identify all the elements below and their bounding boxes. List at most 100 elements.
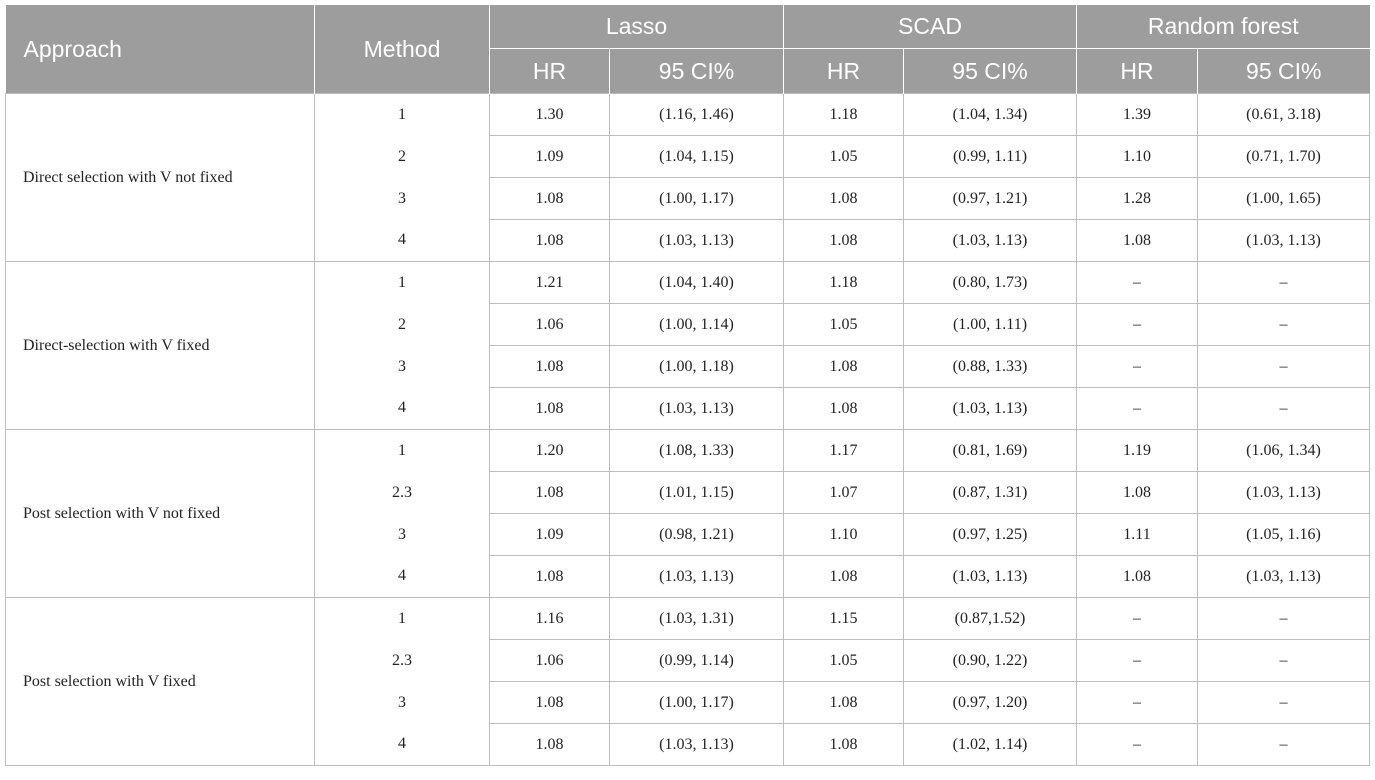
lasso-ci-cell: (1.03, 1.13) bbox=[609, 555, 784, 598]
scad-ci-cell: (0.81, 1.69) bbox=[903, 429, 1077, 472]
scad-hr-cell: 1.18 bbox=[783, 261, 904, 304]
lasso-hr-cell: 1.08 bbox=[489, 387, 610, 430]
lasso-hr-cell: 1.08 bbox=[489, 177, 610, 220]
lasso-hr-cell: 1.30 bbox=[489, 93, 610, 136]
scad-ci-cell: (0.87, 1.31) bbox=[903, 471, 1077, 514]
method-cell: 2.3 bbox=[314, 639, 490, 682]
method-cell: 4 bbox=[314, 723, 490, 766]
rf-hr-cell: 1.08 bbox=[1076, 219, 1198, 262]
lasso-ci-cell: (1.00, 1.17) bbox=[609, 177, 784, 220]
lasso-ci-cell: (1.04, 1.40) bbox=[609, 261, 784, 304]
scad-ci-cell: (0.87,1.52) bbox=[903, 597, 1077, 640]
table-header: Approach Method Lasso SCAD Random forest… bbox=[5, 5, 1370, 94]
scad-hr-cell: 1.10 bbox=[783, 513, 904, 556]
rf-ci-cell: – bbox=[1196, 345, 1371, 388]
lasso-hr-cell: 1.09 bbox=[489, 513, 610, 556]
lasso-ci-cell: (1.16, 1.46) bbox=[609, 93, 784, 136]
lasso-hr-cell: 1.08 bbox=[489, 471, 610, 514]
table-row: 3 1.08 (1.00, 1.17) 1.08 (0.97, 1.21) 1.28 (1.… bbox=[6, 177, 1371, 220]
lasso-ci-cell: (1.04, 1.15) bbox=[609, 135, 784, 178]
scad-hr-cell: 1.05 bbox=[783, 639, 904, 682]
scad-hr-cell: 1.08 bbox=[783, 219, 904, 262]
scad-ci-cell: (1.02, 1.14) bbox=[903, 723, 1077, 766]
rf-ci-cell: – bbox=[1196, 597, 1371, 640]
scad-hr-cell: 1.18 bbox=[783, 93, 904, 136]
scad-ci-cell: (1.00, 1.11) bbox=[903, 303, 1077, 346]
rf-hr-cell: – bbox=[1076, 387, 1198, 430]
lasso-ci-cell: (1.00, 1.14) bbox=[609, 303, 784, 346]
table-row: Direct selection with V not fixed 1 1.30 (1… bbox=[5, 93, 1371, 262]
method-cell: 3 bbox=[314, 177, 490, 220]
rf-hr-cell: 1.19 bbox=[1076, 429, 1198, 472]
scad-hr-cell: 1.08 bbox=[783, 723, 904, 766]
scad-ci-cell: (0.80, 1.73) bbox=[903, 261, 1077, 304]
scad-ci-cell: (1.03, 1.13) bbox=[903, 387, 1077, 430]
rf-hr-cell: 1.39 bbox=[1076, 93, 1198, 136]
scad-hr-cell: 1.05 bbox=[783, 303, 904, 346]
scad-ci-cell: (0.88, 1.33) bbox=[903, 345, 1077, 388]
lasso-hr-cell: 1.20 bbox=[489, 429, 610, 472]
header-scad-ci: 95 CI% bbox=[903, 48, 1077, 94]
method-cell: 3 bbox=[314, 513, 490, 556]
table-row: Post selection with V not fixed 1 1.20 (1.0… bbox=[5, 429, 1371, 598]
lasso-hr-cell: 1.08 bbox=[489, 681, 610, 724]
scad-hr-cell: 1.08 bbox=[783, 387, 904, 430]
scad-hr-cell: 1.08 bbox=[783, 345, 904, 388]
rf-ci-cell: – bbox=[1196, 261, 1371, 304]
method-cell: 4 bbox=[314, 387, 490, 430]
table-row: 4 1.08 (1.03, 1.13) 1.08 (1.03, 1.13) – – bbox=[6, 387, 1371, 430]
header-lasso: Lasso bbox=[489, 5, 784, 49]
table-row: 4 1.08 (1.03, 1.13) 1.08 (1.02, 1.14) – – bbox=[6, 723, 1371, 766]
header-lasso-hr: HR bbox=[489, 48, 610, 94]
method-cell: 1 bbox=[314, 597, 490, 640]
lasso-ci-cell: (1.03, 1.13) bbox=[609, 723, 784, 766]
lasso-hr-cell: 1.08 bbox=[489, 219, 610, 262]
scad-hr-cell: 1.07 bbox=[783, 471, 904, 514]
table-row: 2 1.06 (1.00, 1.14) 1.05 (1.00, 1.11) – – bbox=[6, 303, 1371, 346]
rf-ci-cell: – bbox=[1196, 681, 1371, 724]
rf-hr-cell: 1.11 bbox=[1076, 513, 1198, 556]
rf-hr-cell: – bbox=[1076, 681, 1198, 724]
scad-ci-cell: (0.99, 1.11) bbox=[903, 135, 1077, 178]
scad-ci-cell: (1.03, 1.13) bbox=[903, 555, 1077, 598]
lasso-hr-cell: 1.06 bbox=[489, 303, 610, 346]
method-cell: 4 bbox=[314, 219, 490, 262]
table-row: Direct-selection with V fixed 1 1.21 (1.04,… bbox=[5, 261, 1371, 430]
rf-hr-cell: – bbox=[1076, 639, 1198, 682]
table-row: 3 1.08 (1.00, 1.17) 1.08 (0.97, 1.20) – – bbox=[6, 681, 1371, 724]
method-cell: 3 bbox=[314, 345, 490, 388]
scad-ci-cell: (0.97, 1.20) bbox=[903, 681, 1077, 724]
scad-hr-cell: 1.17 bbox=[783, 429, 904, 472]
results-table: Approach Method Lasso SCAD Random forest… bbox=[5, 5, 1371, 766]
scad-hr-cell: 1.08 bbox=[783, 555, 904, 598]
lasso-ci-cell: (1.08, 1.33) bbox=[609, 429, 784, 472]
rf-hr-cell: – bbox=[1076, 303, 1198, 346]
scad-ci-cell: (0.90, 1.22) bbox=[903, 639, 1077, 682]
lasso-hr-cell: 1.16 bbox=[489, 597, 610, 640]
rf-ci-cell: (1.03, 1.13) bbox=[1196, 219, 1371, 262]
method-cell: 2 bbox=[314, 303, 490, 346]
rf-hr-cell: – bbox=[1076, 261, 1198, 304]
approach-cell: Direct-selection with V fixed bbox=[5, 261, 315, 430]
lasso-hr-cell: 1.06 bbox=[489, 639, 610, 682]
lasso-hr-cell: 1.08 bbox=[489, 555, 610, 598]
rf-ci-cell: – bbox=[1196, 303, 1371, 346]
header-approach: Approach bbox=[5, 5, 315, 94]
lasso-ci-cell: (1.01, 1.15) bbox=[609, 471, 784, 514]
scad-hr-cell: 1.08 bbox=[783, 177, 904, 220]
method-cell: 2 bbox=[314, 135, 490, 178]
rf-ci-cell: – bbox=[1196, 387, 1371, 430]
method-cell: 1 bbox=[314, 93, 490, 136]
scad-hr-cell: 1.05 bbox=[783, 135, 904, 178]
scad-hr-cell: 1.08 bbox=[783, 681, 904, 724]
lasso-ci-cell: (1.00, 1.17) bbox=[609, 681, 784, 724]
rf-hr-cell: 1.28 bbox=[1076, 177, 1198, 220]
method-cell: 1 bbox=[314, 261, 490, 304]
lasso-ci-cell: (1.03, 1.31) bbox=[609, 597, 784, 640]
lasso-hr-cell: 1.08 bbox=[489, 345, 610, 388]
rf-ci-cell: (1.06, 1.34) bbox=[1196, 429, 1371, 472]
rf-hr-cell: – bbox=[1076, 723, 1198, 766]
rf-hr-cell: – bbox=[1076, 345, 1198, 388]
lasso-hr-cell: 1.09 bbox=[489, 135, 610, 178]
method-cell: 1 bbox=[314, 429, 490, 472]
